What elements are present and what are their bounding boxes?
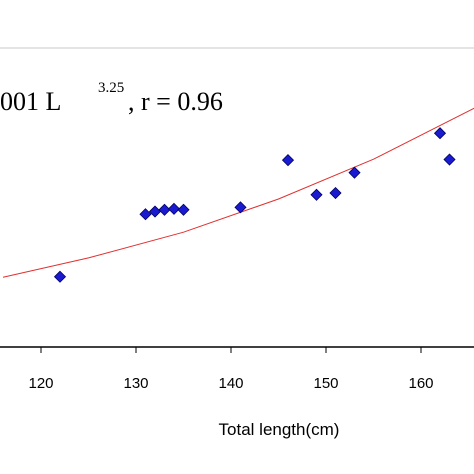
data-point	[148, 205, 162, 218]
data-point	[167, 202, 181, 215]
data-point	[433, 127, 447, 140]
data-point	[177, 203, 190, 216]
x-tick-label: 160	[408, 375, 433, 392]
data-point	[281, 154, 295, 167]
regression-equation: 001 L	[0, 87, 61, 116]
equation-exponent: 3.25	[98, 80, 124, 96]
data-point	[234, 201, 247, 214]
fit-line	[2, 107, 474, 278]
equation-suffix: , r = 0.96	[128, 87, 223, 116]
data-point	[310, 188, 323, 201]
x-axis-label: Total length(cm)	[219, 420, 340, 439]
data-point	[158, 203, 171, 216]
data-point	[443, 153, 456, 166]
x-tick-label: 140	[218, 375, 243, 392]
x-axis-ticks: 120 130 140 150 160	[28, 347, 434, 392]
x-tick-label: 150	[313, 375, 338, 392]
data-point	[329, 186, 342, 200]
data-point	[139, 208, 152, 221]
equation-prefix: 001 L	[0, 87, 61, 116]
x-tick-label: 120	[28, 375, 53, 392]
x-tick-label: 130	[123, 375, 148, 392]
data-point	[348, 166, 361, 179]
data-points	[53, 127, 456, 283]
data-point	[53, 270, 67, 283]
